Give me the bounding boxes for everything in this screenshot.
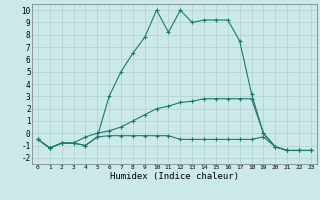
X-axis label: Humidex (Indice chaleur): Humidex (Indice chaleur) [110, 172, 239, 181]
